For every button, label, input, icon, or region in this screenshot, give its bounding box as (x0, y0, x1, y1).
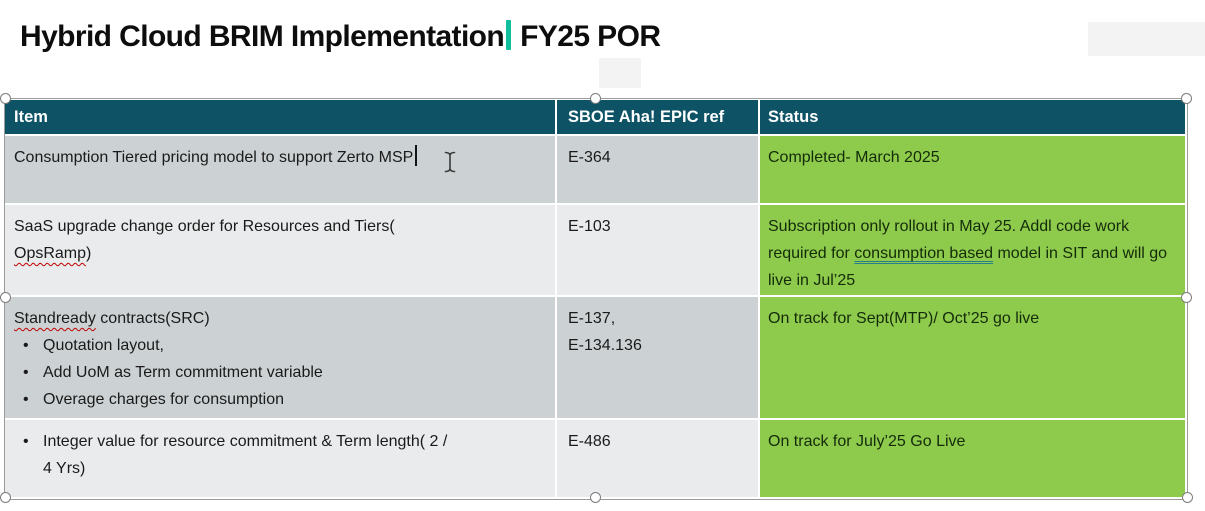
row1-item-cell[interactable]: Consumption Tiered pricing model to supp… (5, 136, 557, 205)
row2-item-misspelled: OpsRamp (14, 245, 87, 262)
bullet-icon: • (23, 391, 29, 408)
column-header-item[interactable]: Item (5, 100, 557, 136)
resize-handle-top-right[interactable] (1180, 92, 1192, 104)
bullet-item: • Overage charges for consumption (14, 386, 545, 413)
row4-item-line2: 4 Yrs) (43, 460, 86, 477)
title-separator-bar (506, 20, 512, 50)
row3-bullet2-text: Add UoM as Term commitment variable (43, 364, 323, 381)
slide-title[interactable]: Hybrid Cloud BRIM Implementation FY25 POR (20, 20, 661, 54)
resize-handle-top-left[interactable] (0, 92, 11, 104)
bullet-item: • Add UoM as Term commitment variable (14, 359, 545, 386)
bullet-item: • Quotation layout, (14, 332, 545, 359)
row4-item-line1: Integer value for resource commitment & … (43, 433, 448, 450)
bullet-item: • Integer value for resource commitment &… (14, 428, 545, 482)
row2-epic-cell[interactable]: E-103 (557, 205, 760, 297)
row1-item-text: Consumption Tiered pricing model to supp… (14, 149, 414, 166)
capture-artifact (599, 58, 641, 88)
bullet-icon: • (23, 337, 29, 354)
row4-item-text: Integer value for resource commitment & … (43, 428, 545, 482)
slide-title-suffix: FY25 POR (520, 20, 661, 53)
resize-handle-bottom-left[interactable] (0, 491, 11, 503)
row3-item-lead: Standready contracts(SRC) (14, 305, 545, 332)
column-header-epic-ref[interactable]: SBOE Aha! EPIC ref (557, 100, 760, 136)
column-header-status[interactable]: Status (760, 100, 1185, 136)
row4-status-cell[interactable]: On track for July’25 Go Live (760, 420, 1185, 497)
row1-status-text: Completed- March 2025 (768, 149, 940, 166)
row3-status-text: On track for Sept(MTP)/ Oct’25 go live (768, 310, 1040, 327)
row2-item-suffix: ) (86, 245, 92, 262)
row2-item-cell[interactable]: SaaS upgrade change order for Resources … (5, 205, 557, 297)
resize-handle-bottom-middle[interactable] (589, 491, 601, 503)
row2-status-prefix: Subscription only rollout in May 25. Add… (768, 218, 1130, 262)
row1-epic-cell[interactable]: E-364 (557, 136, 760, 205)
row2-status-cell[interactable]: Subscription only rollout in May 25. Add… (760, 205, 1185, 297)
row1-status-cell[interactable]: Completed- March 2025 (760, 136, 1185, 205)
row2-status-grammar-flag: consumption based (854, 245, 994, 262)
status-table: Item SBOE Aha! EPIC ref Status Consumpti… (5, 100, 1185, 497)
row4-status-text: On track for July’25 Go Live (768, 433, 966, 450)
row3-epic-line1: E-137, (568, 310, 616, 327)
row3-status-cell[interactable]: On track for Sept(MTP)/ Oct’25 go live (760, 297, 1185, 420)
resize-handle-right-middle[interactable] (1180, 291, 1192, 303)
resize-handle-left-middle[interactable] (0, 291, 11, 303)
resize-handle-bottom-right[interactable] (1181, 491, 1193, 503)
row2-status-suffix: model in SIT and will go live in Jul’25 (768, 245, 1168, 289)
text-caret (415, 145, 418, 166)
bullet-icon: • (23, 364, 29, 381)
row4-epic-text: E-486 (568, 433, 611, 450)
row3-item-cell[interactable]: Standready contracts(SRC) • Quotation lay… (5, 297, 557, 420)
row3-bullet1-text: Quotation layout, (43, 337, 164, 354)
row3-bullet3-text: Overage charges for consumption (43, 391, 285, 408)
row1-epic-text: E-364 (568, 149, 611, 166)
ibeam-cursor-icon (444, 151, 456, 178)
bullet-icon: • (23, 433, 29, 450)
row4-item-cell[interactable]: • Integer value for resource commitment &… (5, 420, 557, 497)
row3-epic-cell[interactable]: E-137, E-134.136 (557, 297, 760, 420)
row2-item-line1: SaaS upgrade change order for Resources … (14, 218, 395, 235)
row3-item-misspelled: Standready (14, 310, 96, 327)
capture-artifact (1088, 22, 1205, 56)
row4-epic-cell[interactable]: E-486 (557, 420, 760, 497)
slide-title-main: Hybrid Cloud BRIM Implementation (20, 20, 505, 53)
row3-epic-line2: E-134.136 (568, 337, 642, 354)
row3-item-rest: contracts(SRC) (95, 310, 210, 327)
resize-handle-top-middle[interactable] (589, 92, 601, 104)
row2-epic-text: E-103 (568, 218, 611, 235)
